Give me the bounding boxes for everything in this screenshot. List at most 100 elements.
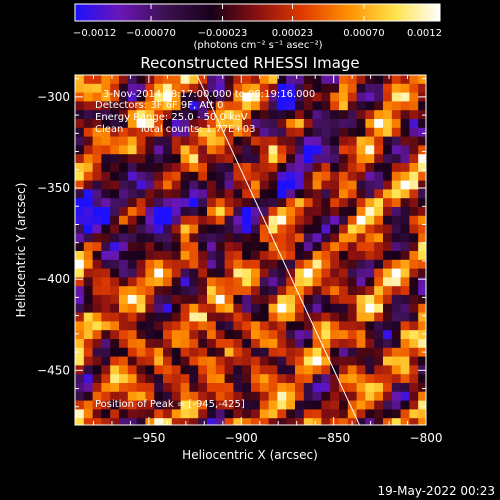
heatmap-cell (365, 400, 375, 410)
heatmap-cell (321, 418, 331, 425)
heatmap-cell (110, 347, 120, 357)
heatmap-cell (75, 312, 85, 322)
heatmap-cell (295, 330, 305, 340)
heatmap-cell (180, 83, 190, 93)
heatmap-cell (365, 391, 375, 401)
heatmap-cell (101, 400, 111, 410)
heatmap-cell (233, 356, 243, 366)
heatmap-cell (189, 347, 199, 357)
heatmap-cell (365, 303, 375, 313)
heatmap-cell (101, 383, 111, 393)
heatmap-cell (418, 127, 426, 137)
heatmap-cell (198, 189, 208, 199)
heatmap-cell (119, 312, 129, 322)
heatmap-cell (251, 286, 261, 296)
heatmap-cell (233, 83, 243, 93)
heatmap-cell (251, 136, 261, 146)
heatmap-cell (127, 101, 137, 111)
heatmap-cell (207, 312, 217, 322)
heatmap-cell (101, 145, 111, 155)
heatmap-cell (400, 233, 410, 243)
heatmap-cell (286, 268, 296, 278)
heatmap-cell (180, 312, 190, 322)
heatmap-cell (339, 259, 349, 269)
heatmap-cell (321, 110, 331, 120)
heatmap-cell (259, 224, 269, 234)
heatmap-cell (207, 136, 217, 146)
heatmap-cell (391, 127, 401, 137)
heatmap-cell (136, 145, 146, 155)
heatmap-cell (374, 136, 384, 146)
heatmap-cell (295, 409, 305, 419)
heatmap-cell (409, 145, 419, 155)
heatmap-cell (286, 163, 296, 173)
heatmap-cell (171, 198, 181, 208)
heatmap-cell (251, 356, 261, 366)
heatmap-cell (286, 303, 296, 313)
heatmap-cell (163, 136, 173, 146)
heatmap-cell (83, 409, 93, 419)
heatmap-cell (101, 119, 111, 129)
heatmap-cell (163, 347, 173, 357)
heatmap-cell (330, 189, 340, 199)
heatmap-cell (127, 127, 137, 137)
heatmap-cell (374, 391, 384, 401)
y-tick-label: −300 (37, 90, 70, 104)
heatmap-cell (303, 145, 313, 155)
heatmap-cell (171, 286, 181, 296)
heatmap-cell (242, 409, 252, 419)
heatmap-cell (215, 259, 225, 269)
heatmap-cell (189, 356, 199, 366)
heatmap-cell (110, 189, 120, 199)
heatmap-cell (215, 207, 225, 217)
heatmap-cell (268, 154, 278, 164)
heatmap-cell (189, 207, 199, 217)
heatmap-cell (119, 242, 129, 252)
heatmap-cell (418, 409, 426, 419)
heatmap-cell (233, 101, 243, 111)
heatmap-cell (356, 233, 366, 243)
heatmap-cell (356, 136, 366, 146)
heatmap-cell (374, 356, 384, 366)
heatmap-cell (110, 136, 120, 146)
heatmap-cell (145, 215, 155, 225)
heatmap-cell (233, 224, 243, 234)
heatmap-cell (127, 365, 137, 375)
heatmap-cell (374, 295, 384, 305)
heatmap-cell (356, 312, 366, 322)
heatmap-cell (145, 409, 155, 419)
heatmap-cell (215, 215, 225, 225)
heatmap-cell (198, 215, 208, 225)
heatmap-cell (233, 207, 243, 217)
heatmap-cell (391, 374, 401, 384)
heatmap-cell (330, 233, 340, 243)
heatmap-cell (163, 171, 173, 181)
heatmap-cell (92, 374, 102, 384)
heatmap-cell (136, 312, 146, 322)
heatmap-cell (101, 418, 111, 425)
heatmap-cell (418, 233, 426, 243)
heatmap-cell (154, 286, 164, 296)
heatmap-cell (154, 330, 164, 340)
heatmap-cell (295, 110, 305, 120)
heatmap-cell (295, 374, 305, 384)
heatmap-cell (171, 136, 181, 146)
heatmap-cell (180, 180, 190, 190)
heatmap-cell (83, 295, 93, 305)
heatmap-cell (101, 233, 111, 243)
heatmap-cell (374, 198, 384, 208)
heatmap-cell (198, 312, 208, 322)
heatmap-cell (224, 198, 234, 208)
heatmap-cell (163, 154, 173, 164)
heatmap-cell (224, 347, 234, 357)
heatmap-cell (295, 259, 305, 269)
heatmap-cell (171, 321, 181, 331)
heatmap-cell (75, 233, 85, 243)
heatmap-cell (418, 136, 426, 146)
heatmap-cell (101, 312, 111, 322)
heatmap-cell (383, 321, 393, 331)
heatmap-cell (75, 356, 85, 366)
heatmap-cell (154, 365, 164, 375)
heatmap-cell (277, 286, 287, 296)
heatmap-cell (101, 330, 111, 340)
